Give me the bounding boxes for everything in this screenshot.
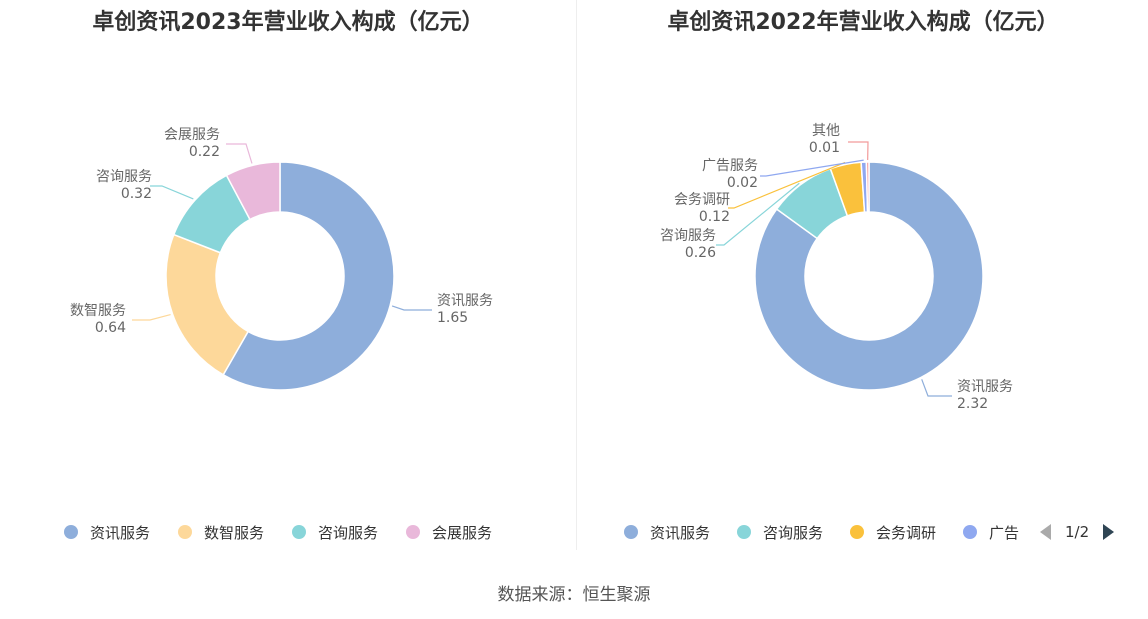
slice-label-value: 2.32 — [957, 396, 988, 412]
slice-label-name: 咨询服务 — [96, 169, 152, 185]
legend-label: 资讯服务 — [90, 523, 151, 542]
label-leader-line — [716, 182, 800, 246]
legend-label: 会务调研 — [876, 523, 937, 542]
legend-label: 资讯服务 — [650, 523, 711, 542]
slice-label-name: 数智服务 — [70, 303, 126, 319]
legend-prev-icon[interactable] — [1040, 524, 1051, 540]
label-leader-line — [728, 161, 846, 209]
slice-label-value: 0.22 — [189, 144, 220, 160]
legend-page-indicator: 1/2 — [1065, 523, 1090, 541]
legend-label: 咨询服务 — [318, 523, 379, 542]
label-leader-line — [226, 143, 253, 164]
slice-label-name: 资讯服务 — [437, 293, 493, 309]
legend-dot — [292, 525, 306, 539]
legend-label: 咨询服务 — [763, 523, 824, 542]
label-leader-line — [391, 305, 432, 311]
slice-label-name: 广告服务 — [702, 158, 758, 174]
legend-dot — [850, 525, 864, 539]
legend-item[interactable]: 咨询服务 — [737, 520, 823, 544]
slice-label-name: 会务调研 — [674, 192, 730, 208]
legend-pager: 1/2 — [1040, 520, 1115, 544]
chart-title: 卓创资讯2023年营业收入构成（亿元） — [92, 10, 484, 35]
label-leader-line — [150, 185, 194, 200]
legend-item[interactable]: 资讯服务 — [64, 520, 150, 544]
chart-2023: 卓创资讯2023年营业收入构成（亿元） 资讯服务 1.65 数智服务 0.64 咨询服务… — [0, 0, 576, 560]
legend-item[interactable]: 资讯服务 — [624, 520, 710, 544]
data-source: 数据来源：恒生聚源 — [497, 585, 651, 605]
slice-label-name: 其他 — [812, 123, 840, 139]
legend-label: 数智服务 — [204, 523, 265, 542]
legend-item[interactable]: 会展服务 — [406, 520, 492, 544]
legend-label: 广告 — [989, 523, 1020, 542]
panel-divider — [576, 0, 577, 550]
label-leader-line — [848, 141, 869, 161]
legend-item[interactable]: 数智服务 — [178, 520, 264, 544]
legend-label: 会展服务 — [432, 523, 493, 542]
legend-dot — [406, 525, 420, 539]
pie-slice[interactable] — [754, 161, 984, 391]
pie-slice[interactable] — [222, 161, 395, 391]
legend-dot — [963, 525, 977, 539]
legend-item[interactable]: 咨询服务 — [292, 520, 378, 544]
pie-slice[interactable] — [865, 161, 870, 213]
slice-label-value: 0.02 — [727, 175, 758, 191]
legend-item[interactable]: 广告 — [963, 520, 1019, 544]
slice-label-value: 1.65 — [437, 310, 468, 326]
chart-2022: 卓创资讯2022年营业收入构成（亿元） 资讯服务 2.32 咨询服务 0.26 会务调研… — [578, 0, 1148, 560]
slice-label-name: 资讯服务 — [957, 379, 1013, 395]
slice-label-value: 0.64 — [95, 320, 126, 336]
legend-dot — [178, 525, 192, 539]
legend-dot — [737, 525, 751, 539]
slice-label-value: 0.01 — [809, 140, 840, 156]
legend-item[interactable]: 会务调研 — [850, 520, 936, 544]
legend-next-icon[interactable] — [1103, 524, 1115, 540]
pie-slice[interactable] — [225, 161, 281, 221]
slice-label-value: 0.12 — [699, 209, 730, 225]
legend-dot — [64, 525, 78, 539]
slice-label-value: 0.26 — [685, 245, 716, 261]
slice-label-name: 会展服务 — [164, 127, 220, 143]
slice-label-name: 咨询服务 — [660, 228, 716, 244]
legend: 资讯服务 数智服务 咨询服务 会展服务 — [0, 520, 576, 544]
legend: 资讯服务 咨询服务 会务调研 广告 — [578, 520, 1148, 544]
label-leader-line — [132, 313, 171, 321]
chart-title: 卓创资讯2022年营业收入构成（亿元） — [667, 10, 1059, 35]
label-leader-line — [760, 159, 864, 177]
pie-slice[interactable] — [165, 233, 250, 376]
label-leader-line — [921, 379, 952, 397]
slice-label-value: 0.32 — [121, 186, 152, 202]
legend-dot — [624, 525, 638, 539]
